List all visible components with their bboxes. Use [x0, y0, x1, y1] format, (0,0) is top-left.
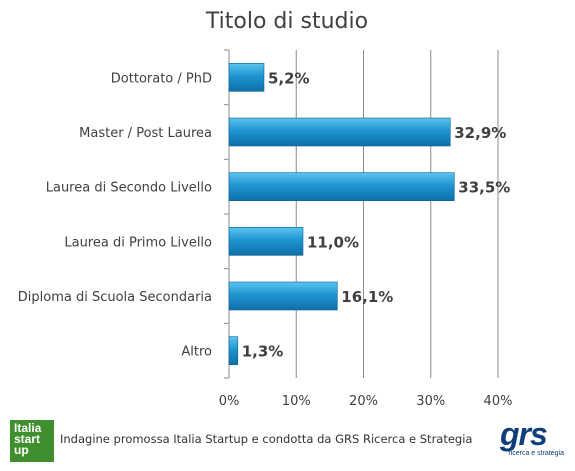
category-label: Laurea di Primo Livello [64, 235, 212, 250]
bar [228, 336, 239, 365]
grs-logo-word: grs [500, 416, 548, 452]
data-label: 32,9% [454, 124, 506, 142]
logo-line-1: Italia [14, 421, 42, 435]
category-label: Master / Post Laurea [79, 126, 212, 141]
italia-startup-logo: Italia start up [10, 420, 54, 462]
data-label: 5,2% [268, 69, 310, 87]
data-label: 11,0% [307, 233, 359, 251]
logo-line-3: up [14, 443, 29, 457]
grs-logo-subtitle: ricerca e strategia [508, 450, 564, 457]
grs-logo: grs ricerca e strategia [500, 418, 568, 464]
x-tick-label: 10% [282, 394, 311, 409]
category-label: Laurea di Secondo Livello [46, 181, 212, 196]
x-tick-label: 20% [349, 394, 378, 409]
logo-line-2: start [14, 432, 41, 446]
bar [228, 227, 304, 256]
bar [228, 117, 451, 147]
bar [228, 63, 265, 92]
x-tick-label: 40% [484, 394, 513, 409]
bar [228, 172, 455, 201]
footer-caption: Indagine promossa Italia Startup e condo… [60, 432, 473, 446]
chart-title: Titolo di studio [205, 9, 368, 34]
chart-canvas: Titolo di studio 0% 10% 20% 30% 40% Dottorato … [18, 9, 513, 409]
category-label: Altro [181, 345, 212, 360]
category-label: Dottorato / PhD [111, 71, 212, 86]
x-tick-label: 30% [416, 394, 445, 409]
bar [228, 281, 338, 311]
data-label: 33,5% [458, 179, 510, 197]
category-label: Diploma di Scuola Secondaria [18, 290, 212, 305]
data-label: 1,3% [242, 343, 284, 361]
data-label: 16,1% [341, 288, 393, 306]
x-tick-label: 0% [219, 394, 240, 409]
